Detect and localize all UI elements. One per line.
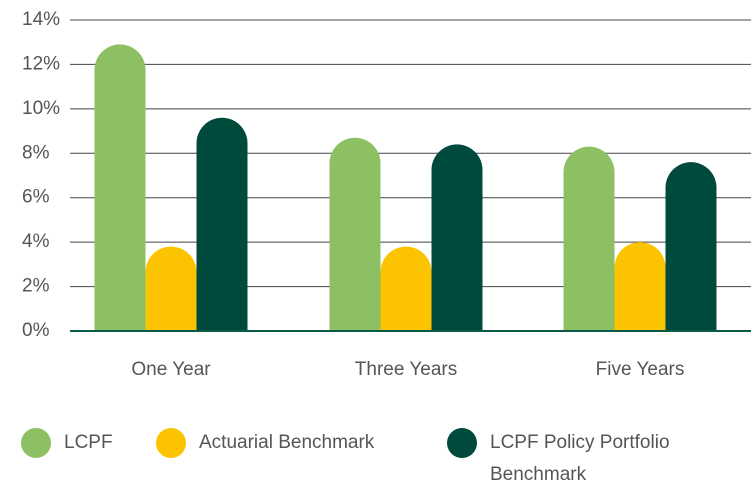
y-tick-label: 10% (22, 98, 60, 119)
bar (563, 146, 615, 331)
y-tick-label: 0% (22, 320, 50, 341)
x-tick-label: Five Years (596, 359, 685, 380)
bar (431, 144, 483, 331)
bar (329, 137, 381, 331)
bar (665, 162, 717, 331)
bar (196, 117, 248, 332)
legend-label: Actuarial Benchmark (199, 432, 375, 453)
legend-swatch (21, 428, 51, 458)
bar (94, 44, 146, 331)
y-tick-label: 12% (22, 53, 60, 74)
y-tick-label: 6% (22, 187, 50, 208)
y-tick-label: 14% (22, 9, 60, 30)
legend-label: LCPF Policy Portfolio Benchmark (490, 432, 670, 485)
legend-label: LCPF (64, 432, 113, 453)
y-tick-label: 8% (22, 142, 50, 163)
legend-swatch (447, 428, 477, 458)
legend-swatch (156, 428, 186, 458)
y-tick-label: 2% (22, 276, 50, 297)
bar (145, 246, 197, 331)
y-tick-label: 4% (22, 231, 50, 252)
bar (380, 246, 432, 331)
x-tick-label: Three Years (355, 359, 457, 380)
bar (614, 242, 666, 331)
x-tick-label: One Year (131, 359, 211, 380)
